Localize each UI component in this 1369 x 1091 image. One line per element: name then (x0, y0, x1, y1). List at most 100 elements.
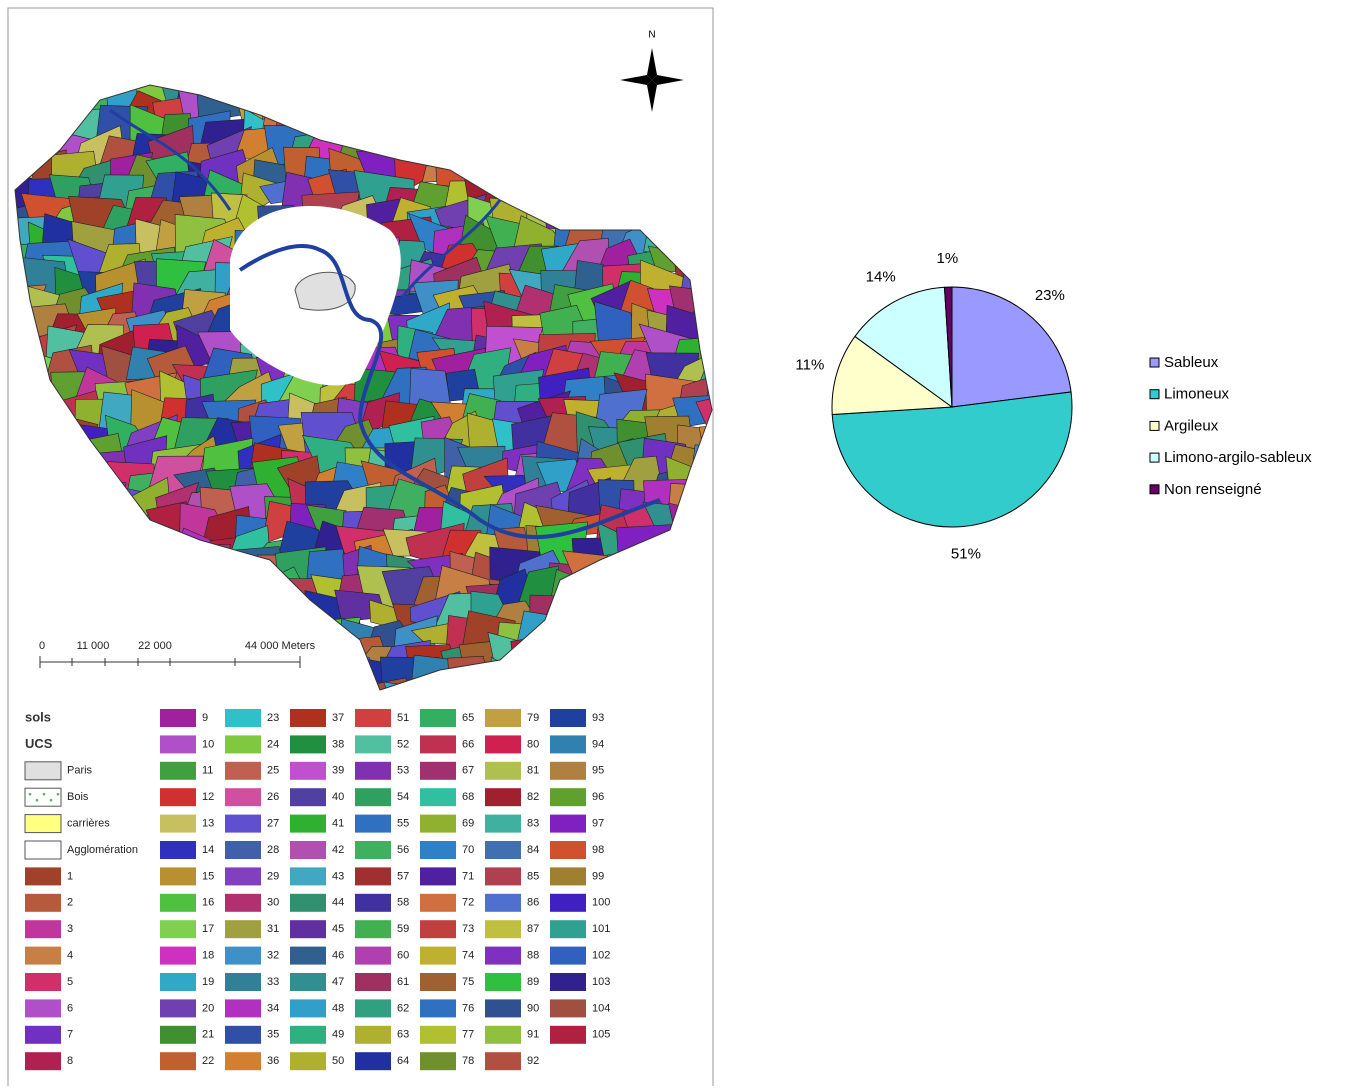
legend-label: 84 (527, 844, 539, 856)
legend-swatch (160, 893, 196, 912)
legend-label: 28 (267, 844, 279, 856)
legend-label: 29 (267, 870, 279, 882)
legend-label: 55 (397, 818, 409, 830)
legend-swatch (290, 973, 326, 991)
legend-swatch (355, 946, 391, 965)
legend-swatch (485, 788, 521, 807)
legend-swatch (550, 761, 586, 780)
legend-label: 44 (332, 897, 344, 909)
legend-swatch (420, 841, 456, 859)
legend-label: 59 (397, 923, 409, 935)
legend-swatch (290, 893, 326, 912)
legend-label: Non renseigné (1164, 481, 1262, 498)
legend-swatch (25, 893, 61, 912)
wood-dot (49, 798, 53, 802)
legend-swatch (225, 867, 261, 886)
legend-swatch (355, 788, 391, 807)
legend-swatch (225, 920, 261, 939)
paris (294, 271, 356, 311)
legend-label: 49 (332, 1029, 344, 1041)
legend-swatch (25, 867, 61, 886)
legend-swatch (485, 946, 521, 965)
pie-slice (951, 286, 1072, 408)
legend-swatch (355, 999, 391, 1018)
legend-swatch (550, 946, 586, 965)
legend-swatch (1149, 484, 1160, 495)
legend-label: 40 (332, 791, 344, 803)
pie-slice (943, 286, 953, 408)
legend-label: 20 (202, 1002, 214, 1014)
legend-swatch (160, 761, 196, 780)
legend-swatch (420, 761, 456, 780)
legend-swatch (485, 761, 521, 780)
legend-label: 103 (592, 976, 610, 988)
legend-label: 3 (67, 923, 73, 935)
legend-label: 73 (462, 923, 474, 935)
legend-swatch (420, 973, 456, 991)
legend-label: 80 (527, 738, 539, 750)
legend-swatch (160, 788, 196, 807)
legend-swatch (1149, 389, 1160, 400)
compass: N (620, 30, 684, 112)
legend-swatch (355, 1025, 391, 1044)
legend-swatch (25, 1025, 61, 1044)
wood-dot (56, 792, 60, 796)
legend-swatch (160, 973, 196, 991)
legend-label: 95 (592, 765, 604, 777)
legend-swatch (290, 709, 326, 727)
legend-swatch (550, 841, 586, 859)
legend-swatch (420, 867, 456, 886)
legend-swatch (485, 920, 521, 939)
legend-swatch (24, 761, 62, 781)
legend-label: 17 (202, 923, 214, 935)
wood-dot (35, 798, 39, 802)
legend-label: 34 (267, 1002, 279, 1014)
data-label: 11% (795, 357, 824, 374)
legend-label: 52 (397, 738, 409, 750)
legend-label: 6 (67, 1002, 73, 1014)
legend-label: 1 (67, 870, 73, 882)
river (109, 108, 502, 301)
legend-label: 83 (527, 818, 539, 830)
legend-swatch (485, 814, 521, 833)
legend-label: 46 (332, 950, 344, 962)
legend-label: 66 (462, 738, 474, 750)
legend-label: 43 (332, 870, 344, 882)
legend-label: Limoneux (1164, 386, 1230, 403)
legend-swatch (420, 893, 456, 912)
legend-label: 33 (267, 976, 279, 988)
legend-label: 24 (267, 738, 279, 750)
legend-swatch (420, 735, 456, 754)
wood-dot (28, 792, 32, 796)
legend-label: 18 (202, 950, 214, 962)
legend-label: 2 (67, 897, 73, 909)
legend-swatch (25, 973, 61, 991)
legend-label: 53 (397, 765, 409, 777)
legend-label: 75 (462, 976, 474, 988)
legend-label: Paris (67, 765, 93, 777)
legend-swatch (24, 814, 62, 834)
legend-swatch (550, 814, 586, 833)
scale-bar (39, 656, 301, 668)
legend-swatch (225, 973, 261, 991)
legend-swatch (290, 946, 326, 965)
legend-swatch (25, 946, 61, 965)
legend-label: 70 (462, 844, 474, 856)
legend-swatch (160, 735, 196, 754)
legend-label: 7 (67, 1029, 73, 1041)
legend-swatch (160, 841, 196, 859)
legend-swatch (420, 709, 456, 727)
legend-swatch (160, 920, 196, 939)
legend-label: 26 (267, 791, 279, 803)
legend-label: 8 (67, 1055, 73, 1067)
legend-swatch (290, 841, 326, 859)
legend-swatch (290, 1052, 326, 1071)
legend-swatch (355, 761, 391, 780)
legend-label: 74 (462, 950, 474, 962)
scale-label: 44 000 Meters (245, 640, 316, 652)
legend-swatch (225, 761, 261, 780)
legend-label: 94 (592, 738, 604, 750)
legend-swatch (25, 920, 61, 939)
legend-label: 5 (67, 976, 73, 988)
